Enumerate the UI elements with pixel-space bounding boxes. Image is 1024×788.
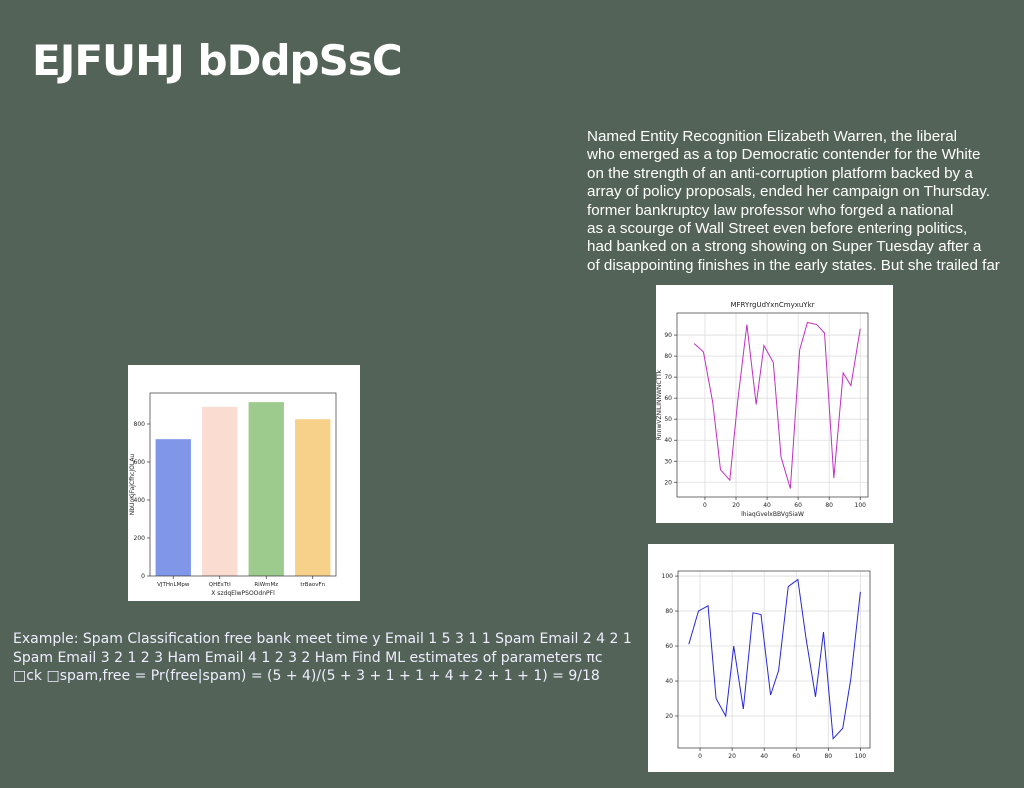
text-line: array of policy proposals, ended her cam… xyxy=(587,183,990,201)
x-tick-label: QHEsTtI xyxy=(209,582,231,588)
chart: 0 200 400 600 800 VJTHnLMpw QHEsTtI RiWmMz trBao… xyxy=(128,365,360,601)
x-axis-label: lhiaqGvelxBBVgSiaW xyxy=(741,511,804,518)
text-line: Named Entity Recognition Elizabeth Warre… xyxy=(587,128,958,145)
slide-title: EJFUHJ bDdpSsC xyxy=(32,36,403,85)
plot-frame xyxy=(677,570,871,749)
y-tick-label: 60 xyxy=(665,643,673,650)
y-tick-label: 20 xyxy=(665,713,673,720)
chart-title: MFRYrgUdYxnCmyxuYkr xyxy=(730,301,814,309)
plot-frame xyxy=(149,392,337,577)
x-tick-label: RiWmMz xyxy=(254,582,278,588)
plot-frame xyxy=(676,312,869,498)
left-text: Example: Spam Classification free bank m… xyxy=(13,630,632,686)
x-tick-label: 0 xyxy=(703,502,707,509)
y-tick-label: 30 xyxy=(664,458,672,465)
x-tick-label: 100 xyxy=(855,502,867,509)
text-line: as a scourge of Wall Street even before … xyxy=(587,220,968,238)
text-line: □ck □spam,free = Pr(free|spam) = (5 + 4)… xyxy=(13,668,600,684)
x-tick-label: 60 xyxy=(794,502,802,509)
y-tick-label: 400 xyxy=(134,497,146,504)
y-tick-label: 600 xyxy=(134,459,146,466)
chart: 20 40 60 80 100 0 20 40 60 80 100 xyxy=(648,544,894,772)
text-line: former bankruptcy law professor who forg… xyxy=(587,201,954,219)
y-axis-label: NbUoKjFajCfhcJOLAu xyxy=(129,454,136,516)
chart: 20 30 40 50 60 70 80 90 0 20 40 60 80 100 MFRYrgUdYxnC… xyxy=(656,285,893,523)
x-tick-label: 60 xyxy=(792,753,800,760)
x-tick-label: 40 xyxy=(760,753,768,760)
text-line: of disappointing finishes in the early s… xyxy=(587,256,1000,274)
y-tick-label: 50 xyxy=(664,416,672,423)
line xyxy=(688,578,861,740)
y-tick-label: 90 xyxy=(664,332,672,339)
text-line: Example: Spam Classification free bank m… xyxy=(13,631,632,647)
x-tick-label: 20 xyxy=(728,753,736,760)
text-line: had banked on a strong showing on Super … xyxy=(587,238,982,256)
x-tick-label: 80 xyxy=(824,753,832,760)
y-tick-label: 200 xyxy=(134,535,146,542)
y-tick-label: 800 xyxy=(134,421,146,428)
y-axis-label: RnnwVZNILINNWNCTTk xyxy=(656,369,663,440)
right-text: Named Entity Recognition Elizabeth Warre… xyxy=(587,128,1000,275)
x-tick-label: 80 xyxy=(825,502,833,509)
x-tick-label: 40 xyxy=(763,502,771,509)
x-tick-label: 20 xyxy=(732,502,740,509)
bar xyxy=(248,402,284,576)
x-tick-label: trBaovFn xyxy=(300,582,325,588)
y-tick-label: 80 xyxy=(664,353,672,360)
y-tick-label: 100 xyxy=(662,573,674,580)
text-line: Spam Email 3 2 1 2 3 Ham Email 4 1 2 3 2… xyxy=(13,649,603,666)
x-tick-label: VJTHnLMpw xyxy=(157,582,190,588)
text-line: who emerged as a top Democratic contende… xyxy=(587,146,981,164)
text-line: on the strength of an anti-corruption pl… xyxy=(587,164,973,182)
bar xyxy=(295,419,331,576)
y-tick-label: 70 xyxy=(664,374,672,381)
y-tick-label: 80 xyxy=(665,608,673,615)
y-tick-label: 60 xyxy=(664,395,672,402)
bar xyxy=(202,406,238,576)
line xyxy=(693,321,861,489)
x-axis-label: X szdqElwPSOOdnPFl xyxy=(211,590,275,597)
y-tick-label: 0 xyxy=(141,573,145,580)
y-tick-label: 40 xyxy=(664,437,672,444)
x-tick-label: 0 xyxy=(698,753,702,760)
x-tick-label: 100 xyxy=(855,753,867,760)
bar xyxy=(155,439,191,576)
y-tick-label: 40 xyxy=(665,678,673,685)
y-tick-label: 20 xyxy=(664,479,672,486)
